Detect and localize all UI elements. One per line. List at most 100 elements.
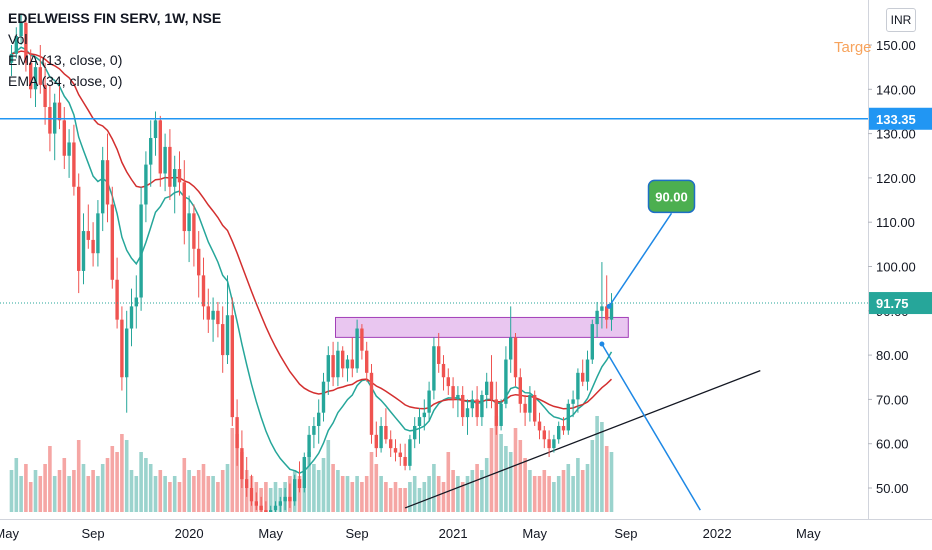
volume-bar: [268, 488, 273, 512]
volume-bar: [105, 458, 110, 512]
candle-body: [105, 160, 110, 205]
candle-body: [542, 430, 546, 440]
volume-bar: [432, 464, 436, 512]
volume-bar: [148, 464, 153, 512]
candle-body: [96, 213, 100, 254]
volume-bar: [369, 452, 374, 512]
indicator-volume[interactable]: Vol: [8, 31, 28, 47]
candle-body: [456, 394, 460, 400]
candle-body: [312, 425, 316, 435]
volume-bar: [350, 482, 355, 512]
candle-body: [379, 425, 383, 449]
candle-body: [533, 394, 537, 422]
volume-bar: [172, 476, 177, 512]
candle-body: [38, 67, 42, 85]
target-bubble: [647, 179, 696, 214]
price-tick-label: 60.00: [876, 437, 909, 452]
volume-bar: [48, 446, 52, 512]
candle-body: [125, 328, 129, 378]
candle-body: [48, 107, 52, 134]
candle-body: [293, 479, 297, 502]
volume-bar: [120, 434, 124, 512]
volume-bar: [144, 458, 148, 512]
candle-body: [336, 350, 340, 378]
volume-bar: [451, 470, 455, 512]
volume-bar: [465, 476, 470, 512]
volume-bar: [446, 452, 451, 512]
candle-body: [345, 359, 350, 369]
volume-bar: [110, 446, 115, 512]
volume-bar: [273, 482, 278, 512]
price-tick-label: 50.00: [876, 481, 909, 496]
candle-body: [513, 337, 518, 378]
support-trendline: [404, 369, 761, 509]
volume-bar: [441, 482, 446, 512]
candle-body: [245, 479, 249, 488]
volume-bar: [460, 482, 465, 512]
candle-body: [422, 412, 426, 418]
volume-bar: [91, 470, 95, 512]
currency-button[interactable]: INR: [886, 8, 916, 32]
indicator-ema13[interactable]: EMA (13, close, 0): [8, 52, 123, 68]
candle-body: [163, 146, 167, 174]
candle-body: [571, 399, 575, 404]
volume-bar: [235, 434, 239, 512]
volume-bar: [168, 482, 172, 512]
candle-body: [547, 439, 551, 449]
volume-bar: [604, 446, 609, 512]
candle-body: [158, 120, 162, 174]
candle-body: [465, 408, 470, 418]
volume-bar: [475, 464, 479, 512]
candle-body: [485, 381, 489, 395]
candle-body: [446, 377, 450, 387]
candle-body: [480, 394, 484, 418]
volume-bar: [556, 476, 561, 512]
volume-bar: [393, 482, 398, 512]
volume-bar: [225, 464, 230, 512]
candle-body: [67, 142, 71, 156]
volume-bar: [100, 464, 105, 512]
projection-down-anchor: [599, 341, 605, 347]
candle-body: [91, 239, 95, 254]
volume-bar: [590, 440, 595, 512]
volume-bar: [542, 470, 547, 512]
price-tick-label: 120.00: [876, 171, 916, 186]
candle-body: [609, 303, 614, 320]
volume-bar: [408, 482, 412, 512]
volume-bar: [494, 416, 499, 512]
volume-bar: [67, 476, 71, 512]
volume-bar: [345, 476, 350, 512]
volume-bar: [470, 470, 475, 512]
candle-body: [115, 279, 119, 320]
volume-bar: [86, 476, 91, 512]
candle-body: [288, 496, 292, 502]
volume-bar: [124, 440, 129, 512]
volume-bar: [307, 452, 311, 512]
volume-bar: [33, 470, 38, 512]
projection-up-line: [608, 212, 673, 307]
volume-bar: [220, 470, 225, 512]
volume-bar: [374, 464, 379, 512]
indicator-ema34[interactable]: EMA (34, close, 0): [8, 73, 123, 89]
candle-body: [24, 22, 28, 63]
candle-body: [254, 501, 258, 506]
candle-body: [600, 306, 604, 311]
volume-bar: [436, 476, 441, 512]
candle-body: [317, 412, 321, 426]
volume-bar: [456, 476, 460, 512]
candle-body: [413, 425, 417, 440]
candle-body: [297, 479, 302, 488]
candle-body: [62, 120, 66, 156]
volume-bar: [43, 464, 47, 512]
time-tick-label: 2020: [175, 526, 204, 541]
volume-bar: [211, 476, 215, 512]
volume-bar: [427, 476, 431, 512]
last-price-badge: [869, 292, 932, 315]
candle-body: [427, 390, 431, 413]
symbol-title[interactable]: EDELWEISS FIN SERV, 1W, NSE: [8, 10, 222, 26]
volume-bar: [216, 482, 220, 512]
candle-body: [139, 204, 143, 298]
candle-body: [518, 377, 522, 404]
price-tick-label: 150.00: [876, 38, 916, 53]
